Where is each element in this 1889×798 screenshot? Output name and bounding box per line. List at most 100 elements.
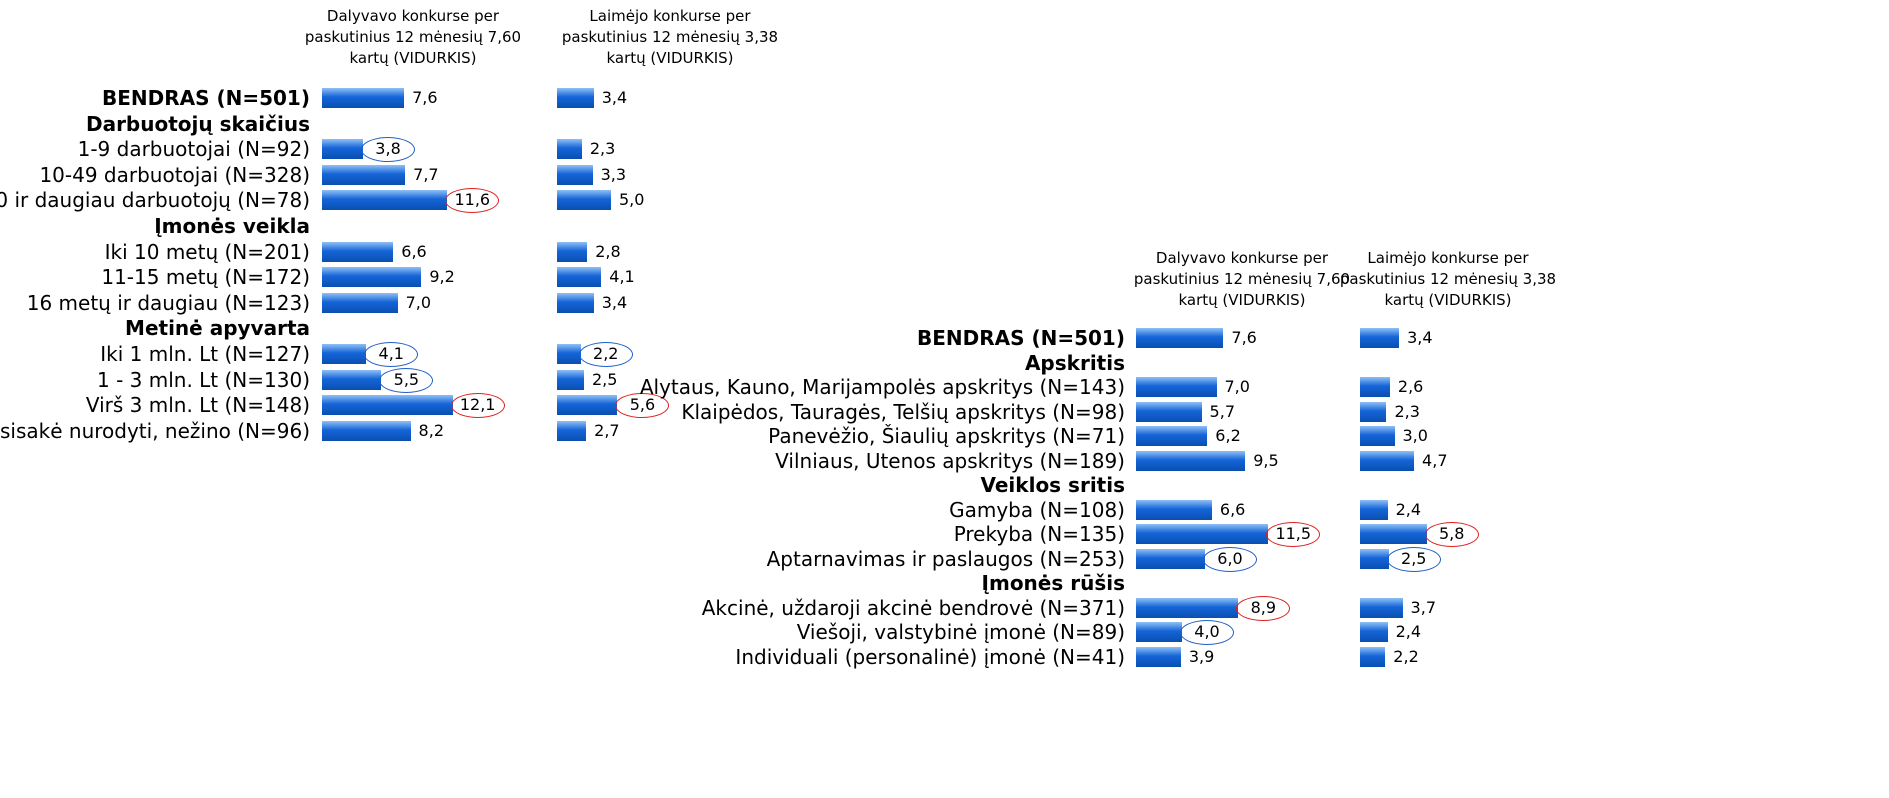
value-label: 3,4: [601, 292, 628, 312]
category-label: Gamyba (N=108): [949, 497, 1125, 522]
value-label: 2,3: [589, 139, 616, 159]
bar: [1360, 426, 1395, 446]
bar: [557, 267, 602, 288]
bar: [1360, 524, 1427, 544]
category-label: Individuali (personalinė) įmonė (N=41): [735, 644, 1125, 669]
bar: [322, 164, 406, 185]
category-label: 1-9 darbuotojai (N=92): [77, 137, 310, 162]
category-label: 11-15 metų (N=172): [101, 265, 310, 290]
highlight-ellipse: [1386, 546, 1441, 572]
category-label: Prekyba (N=135): [953, 522, 1125, 546]
group-label: Įmonės veikla: [154, 214, 310, 238]
category-label: Atsisakė nurodyti, nežino (N=96): [0, 418, 310, 443]
category-label: Iki 10 metų (N=201): [104, 239, 310, 264]
group-label: BENDRAS (N=501): [916, 326, 1125, 350]
value-label: 5,5: [393, 369, 420, 389]
value-label: 2,2: [593, 344, 619, 363]
bar: [557, 292, 594, 313]
category-label: Akcinė, uždaroji akcinė bendrovė (N=371): [701, 595, 1125, 620]
value-label: 2,7: [594, 420, 620, 440]
value-label: 11,6: [454, 190, 491, 210]
bar: [1360, 622, 1388, 642]
category-label: Virš 3 mln. Lt (N=148): [85, 393, 310, 418]
value-label: 3,4: [1407, 328, 1433, 347]
category-label: Alytaus, Kauno, Marijampolės apskritys (…: [639, 375, 1125, 399]
bar: [1360, 450, 1415, 471]
category-label: 1 - 3 mln. Lt (N=130): [96, 367, 310, 392]
value-label: 9,5: [1253, 450, 1279, 470]
value-label: 3,0: [1402, 426, 1428, 445]
bar: [1360, 401, 1387, 422]
bar: [1360, 646, 1386, 667]
bar: [322, 292, 398, 313]
bar: [557, 420, 587, 441]
group-label: Metinė apyvarta: [125, 316, 310, 341]
highlight-ellipse: [379, 367, 434, 393]
value-label: 5,6: [629, 395, 656, 415]
value-label: 7,6: [1231, 328, 1257, 347]
category-label: Aptarnavimas ir paslaugos (N=253): [766, 546, 1125, 571]
highlight-ellipse: [361, 137, 416, 163]
bar: [557, 164, 593, 185]
bar: [557, 369, 584, 390]
category-label: Viešoji, valstybinė įmonė (N=89): [796, 620, 1125, 644]
value-label: 9,2: [429, 267, 455, 287]
column-header: Laimėjo konkurse per paskutinius 12 mėne…: [1339, 249, 1557, 309]
group-label: Apskritis: [1024, 350, 1125, 375]
bar: [1136, 622, 1182, 642]
bar: [322, 88, 405, 108]
bar: [1360, 548, 1389, 569]
value-label: 4,1: [609, 267, 635, 287]
value-label: 2,4: [1395, 499, 1422, 519]
bar: [557, 344, 581, 364]
value-label: 3,3: [600, 164, 627, 184]
column-header: Dalyvavo konkurse per paskutinius 12 mėn…: [304, 7, 522, 67]
value-label: 8,9: [1250, 597, 1277, 617]
category-label: Klaipėdos, Tauragės, Telšių apskritys (N…: [681, 399, 1125, 424]
highlight-ellipse: [450, 393, 505, 419]
group-label: BENDRAS (N=501): [101, 86, 310, 110]
bar: [322, 241, 394, 262]
highlight-ellipse: [1236, 595, 1291, 621]
value-label: 4,7: [1422, 450, 1448, 470]
value-label: 2,3: [1394, 401, 1420, 421]
value-label: 6,0: [1217, 548, 1243, 568]
value-label: 6,6: [1219, 499, 1246, 519]
value-label: 3,9: [1188, 646, 1215, 666]
bar: [557, 139, 582, 160]
highlight-ellipse: [1180, 620, 1234, 645]
bar: [1136, 499, 1212, 520]
value-label: 11,5: [1275, 524, 1312, 543]
category-label: 10-49 darbuotojai (N=328): [39, 162, 310, 187]
bar: [557, 241, 588, 262]
value-label: 7,6: [412, 88, 438, 107]
value-label: 6,2: [1215, 426, 1241, 445]
highlight-ellipse: [1203, 546, 1257, 572]
highlight-ellipse: [445, 188, 500, 214]
highlight-ellipse: [364, 342, 419, 367]
value-label: 5,0: [619, 190, 645, 210]
category-label: 50 ir daugiau darbuotojų (N=78): [0, 188, 310, 213]
category-label: Vilniaus, Utenos apskritys (N=189): [775, 448, 1125, 473]
category-label: 16 metų ir daugiau (N=123): [26, 290, 310, 315]
highlight-ellipse: [1424, 522, 1479, 547]
value-label: 3,4: [601, 88, 628, 107]
bar: [1136, 377, 1217, 397]
value-label: 8,2: [418, 420, 444, 440]
value-label: 2,5: [1401, 548, 1427, 568]
value-label: 5,8: [1438, 524, 1465, 543]
highlight-ellipse: [1266, 522, 1321, 547]
bar: [322, 267, 422, 288]
bar: [322, 344, 367, 364]
value-label: 12,1: [459, 395, 496, 415]
column-header: Laimėjo konkurse per paskutinius 12 mėne…: [561, 7, 779, 67]
bar: [1136, 597, 1239, 618]
value-label: 2,2: [1393, 646, 1419, 666]
bar: [1360, 597, 1403, 618]
highlight-ellipse: [615, 393, 670, 419]
bar: [1136, 450, 1246, 471]
bar: [322, 395, 453, 416]
bar: [1136, 426, 1208, 446]
bar: [557, 395, 618, 416]
